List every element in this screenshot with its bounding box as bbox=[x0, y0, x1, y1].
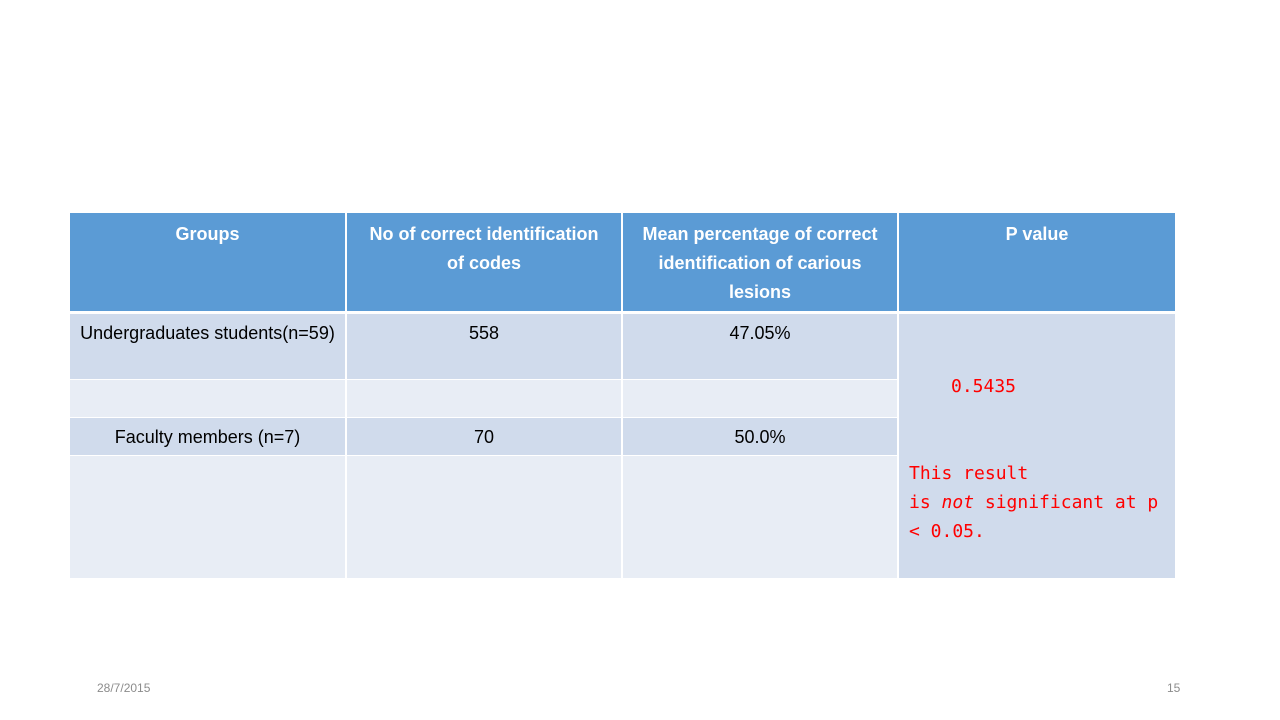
cell-mean-percentage bbox=[621, 455, 898, 579]
note-line-2: is not significant at p bbox=[909, 488, 1174, 517]
table-row: Faculty members (n=7) 70 50.0% bbox=[70, 417, 1175, 456]
page-number: 15 bbox=[1167, 681, 1181, 695]
results-table: Groups No of correct identification of c… bbox=[70, 213, 1175, 579]
p-value: 0.5435 bbox=[951, 376, 1017, 397]
cell-group: Faculty members (n=7) bbox=[70, 417, 347, 456]
table-row bbox=[70, 379, 1175, 418]
table-row: Undergraduates students(n=59) 558 47.05%… bbox=[70, 312, 1175, 579]
cell-mean-percentage: 50.0% bbox=[621, 417, 898, 456]
cell-group bbox=[70, 455, 347, 579]
cell-mean-percentage: 47.05% bbox=[621, 312, 899, 380]
note-line-3: < 0.05. bbox=[909, 521, 985, 542]
header-mean-percentage: Mean percentage of correct identificatio… bbox=[621, 213, 899, 314]
table-header-row: Groups No of correct identification of c… bbox=[70, 213, 1175, 314]
cell-group bbox=[70, 379, 347, 418]
note-emphasis: not bbox=[941, 492, 975, 513]
cell-mean-percentage bbox=[621, 379, 898, 418]
header-groups: Groups bbox=[70, 213, 347, 314]
p-value-cell: 0.5435 This result is not significant at… bbox=[897, 312, 1175, 579]
note-line-1: This result bbox=[909, 463, 1029, 484]
footer-date: 28/7/2015 bbox=[97, 681, 151, 695]
cell-correct-codes bbox=[345, 379, 623, 418]
table-row bbox=[70, 455, 1175, 579]
header-correct-codes: No of correct identification of codes bbox=[345, 213, 623, 314]
cell-correct-codes: 558 bbox=[345, 312, 623, 380]
significance-note: This result is not significant at p < 0.… bbox=[909, 459, 1174, 546]
cell-correct-codes: 70 bbox=[345, 417, 623, 456]
cell-correct-codes bbox=[345, 455, 623, 579]
note-line-2-pre: is bbox=[909, 492, 942, 513]
cell-group: Undergraduates students(n=59) bbox=[70, 312, 347, 380]
header-p-value: P value bbox=[897, 213, 1175, 314]
note-line-2-post: significant at p bbox=[974, 492, 1159, 513]
